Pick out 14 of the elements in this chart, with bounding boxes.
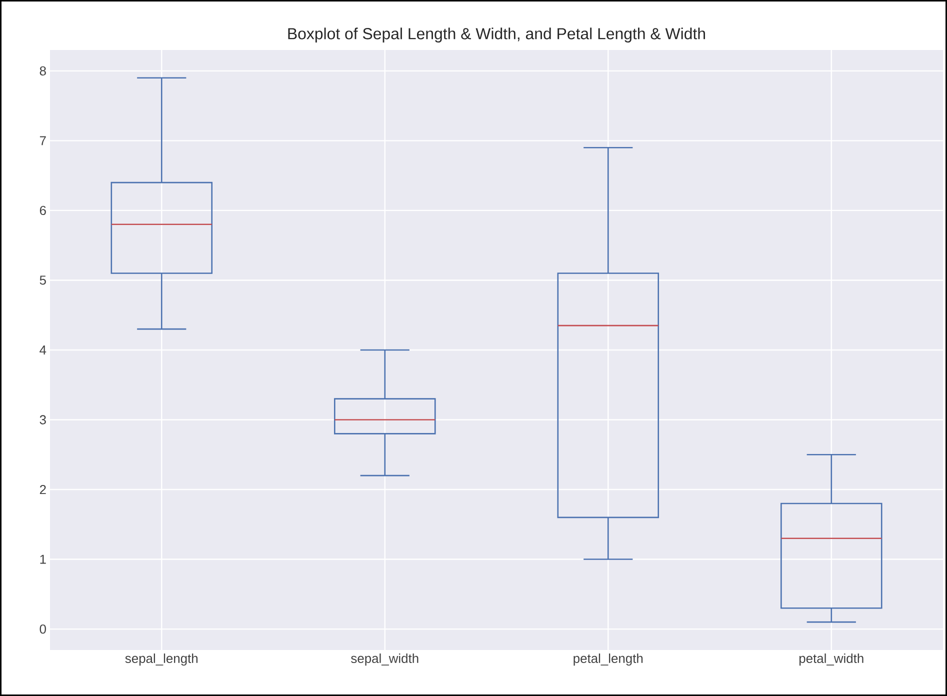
y-tick-label: 1: [40, 554, 46, 564]
x-tick-label: petal_length: [574, 654, 643, 666]
y-tick-label: 5: [40, 276, 46, 285]
y-tick-label: 0: [40, 624, 46, 634]
x-tick-label: sepal_length: [125, 654, 198, 666]
chart-title: Boxplot of Sepal Length & Width, and Petal Length & Width: [288, 28, 705, 42]
y-tick-label: 4: [40, 346, 46, 354]
x-tick-label: petal_width: [799, 654, 864, 666]
y-tick-label: 2: [40, 484, 46, 494]
y-tick-label: 6: [40, 206, 46, 216]
x-tick-label: sepal_width: [351, 654, 418, 666]
y-tick-label: 7: [40, 136, 46, 146]
y-tick-label: 3: [40, 415, 46, 424]
y-tick-label: 8: [40, 66, 46, 76]
